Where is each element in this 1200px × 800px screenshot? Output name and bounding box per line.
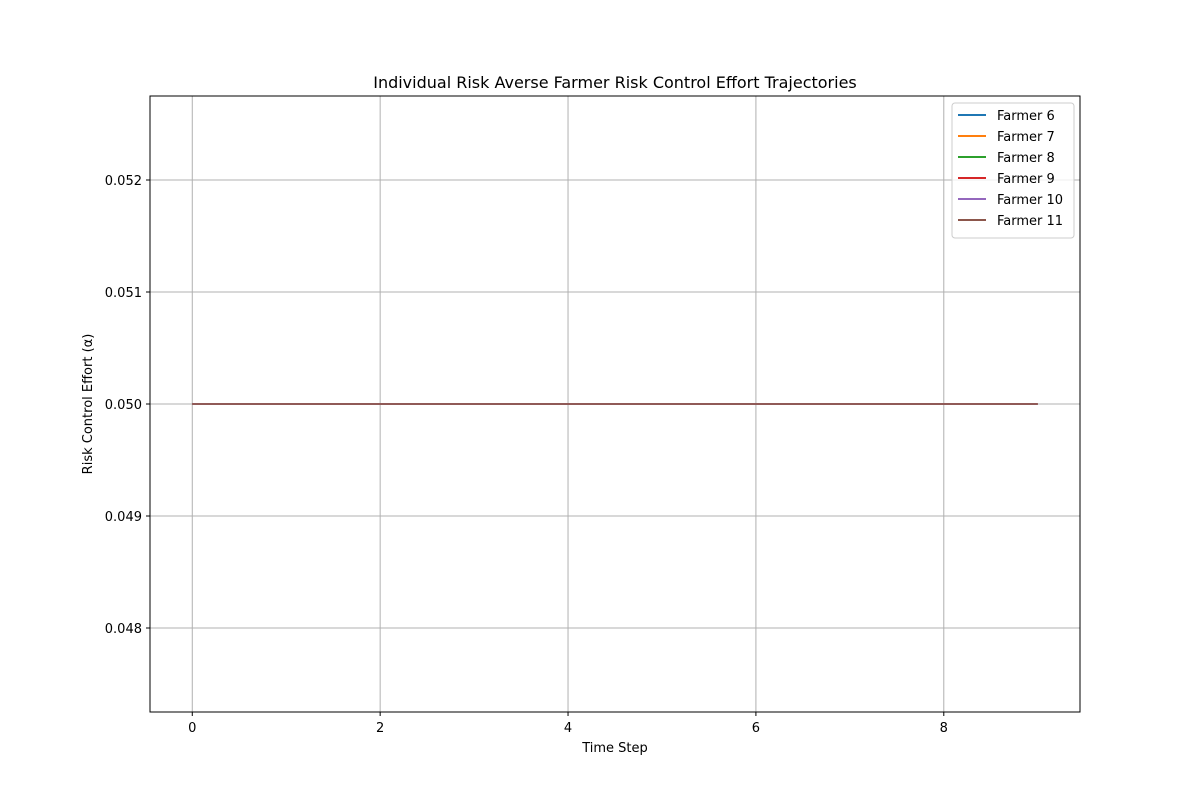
y-tick-label: 0.051 <box>105 286 142 301</box>
x-tick-label: 0 <box>188 721 196 736</box>
y-tick-label: 0.050 <box>105 398 142 413</box>
legend-label: Farmer 10 <box>997 193 1063 208</box>
x-tick-label: 2 <box>376 721 384 736</box>
legend-label: Farmer 9 <box>997 172 1055 187</box>
x-axis-title: Time Step <box>581 741 648 756</box>
x-axis-ticks: 0 2 4 6 8 <box>188 712 948 736</box>
y-axis-ticks: 0.048 0.049 0.050 0.051 0.052 <box>105 174 150 637</box>
x-tick-label: 4 <box>564 721 572 736</box>
legend: Farmer 6 Farmer 7 Farmer 8 Farmer 9 Farmer 1… <box>951 102 1075 239</box>
y-tick-label: 0.052 <box>105 174 142 189</box>
legend-label: Farmer 6 <box>997 109 1055 124</box>
legend-label: Farmer 11 <box>997 214 1063 229</box>
chart-title: Individual Risk Averse Farmer Risk Contr… <box>373 73 857 92</box>
x-tick-label: 8 <box>940 721 948 736</box>
y-axis-title: Risk Control Effort (α) <box>81 334 96 475</box>
legend-label: Farmer 7 <box>997 130 1055 145</box>
x-tick-label: 6 <box>752 721 760 736</box>
y-tick-label: 0.049 <box>105 510 142 525</box>
legend-label: Farmer 8 <box>997 151 1055 166</box>
y-tick-label: 0.048 <box>105 622 142 637</box>
